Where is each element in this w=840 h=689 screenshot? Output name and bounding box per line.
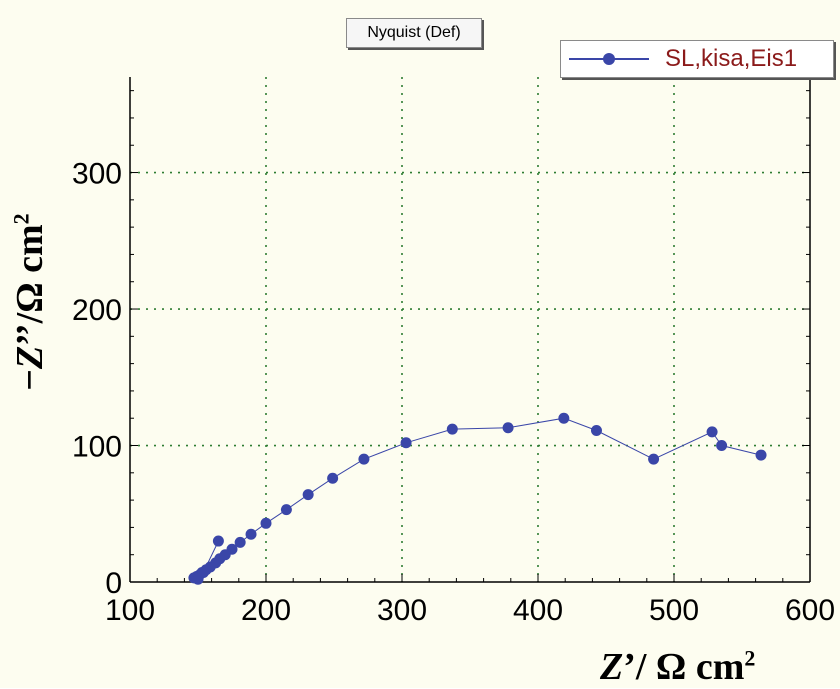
series-group [188, 412, 767, 585]
data-point [716, 440, 728, 452]
data-point [358, 453, 370, 465]
grid [130, 77, 810, 582]
y-axis-label-symbol: Z [9, 345, 51, 370]
data-point [197, 566, 209, 578]
data-point [212, 535, 224, 547]
data-point [446, 423, 458, 435]
y-tick-label: 100 [72, 431, 122, 464]
x-axis-label: Z’/ Ω cm2 [600, 645, 755, 689]
chart-title: Nyquist (Def) [346, 18, 482, 48]
y-axis-label: −Z’’/Ω cm2 [8, 122, 52, 482]
data-point [302, 489, 314, 501]
y-tick-label: 200 [72, 294, 122, 327]
y-axis-label-exponent: 2 [8, 213, 34, 225]
x-tick-label: 500 [649, 594, 699, 627]
axes [129, 77, 811, 583]
y-tick-label: 0 [105, 567, 122, 600]
legend-entry-label: SL,kisa,Eis1 [665, 45, 798, 72]
data-point [590, 425, 602, 436]
plot-area [130, 77, 810, 582]
data-point [234, 536, 246, 548]
data-point [245, 528, 257, 540]
data-point [558, 412, 570, 424]
y-axis-label-unit: ’’/Ω cm [9, 224, 51, 346]
x-tick-label: 600 [785, 594, 835, 627]
y-axis-label-prefix: − [9, 369, 51, 391]
x-axis-label-exponent: 2 [744, 645, 756, 671]
x-tick-label: 300 [377, 594, 427, 627]
data-point [400, 437, 412, 449]
data-point [260, 517, 272, 529]
x-axis-label-unit: ’/ Ω cm [623, 646, 745, 688]
x-tick-label: 200 [241, 594, 291, 627]
data-point [280, 504, 292, 516]
data-point [648, 453, 660, 465]
data-point [502, 422, 514, 434]
data-point [327, 472, 339, 484]
x-tick-label: 100 [105, 594, 155, 627]
legend-marker-swatch [603, 53, 615, 65]
y-tick-label: 300 [72, 158, 122, 191]
x-tick-label: 400 [513, 594, 563, 627]
data-point [706, 426, 718, 438]
x-axis-label-symbol: Z [600, 646, 624, 688]
legend: SL,kisa,Eis1 [560, 40, 834, 78]
data-point [755, 449, 767, 461]
